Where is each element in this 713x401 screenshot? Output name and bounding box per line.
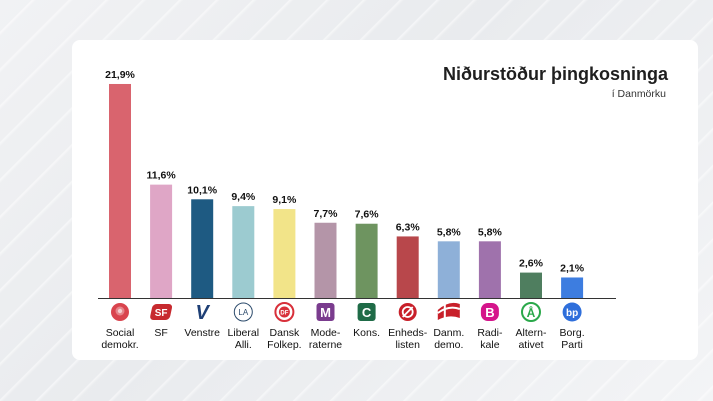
svg-text:M: M [320, 305, 331, 320]
danmarksdemokraterne-flag-icon [437, 302, 461, 320]
bar [150, 184, 173, 298]
chart-subtitle: í Danmörku [611, 88, 666, 100]
svg-text:bp: bp [566, 308, 578, 319]
bar [355, 223, 378, 298]
bar [273, 209, 296, 298]
bar [314, 222, 337, 298]
alternativet-aa-icon: Å [521, 302, 541, 322]
rose-icon [111, 303, 129, 321]
data-label: 9,4% [231, 191, 256, 203]
data-label: 2,1% [560, 262, 585, 274]
tick-label: Borg. Parti [560, 327, 585, 351]
svg-text:LA: LA [238, 308, 248, 317]
svg-text:B: B [485, 305, 494, 320]
data-label: 11,6% [146, 170, 176, 182]
borgernes-parti-bp-icon: bp [562, 302, 582, 322]
data-label: 10,1% [187, 184, 217, 196]
data-label: 9,1% [272, 194, 297, 206]
enhedslisten-o-icon [398, 303, 417, 321]
tick-label: Social demokr. [101, 327, 138, 351]
radikale-b-icon: B [480, 303, 499, 321]
bar [437, 241, 460, 298]
tick-label: Enheds-listen [388, 327, 428, 351]
tick-label: Dansk Folkep. [267, 327, 301, 351]
tick-label: Radi-kale [477, 327, 503, 351]
data-label: 21,9% [105, 69, 135, 81]
tick-label: SF [154, 327, 167, 339]
tick-label: Danm. demo. [433, 327, 464, 351]
tick-label: Venstre [184, 327, 220, 339]
data-label: 2,6% [519, 258, 544, 270]
data-label: 7,7% [314, 208, 339, 220]
tick-label: Kons. [353, 327, 380, 339]
svg-text:V: V [196, 302, 211, 324]
data-label: 5,8% [478, 226, 503, 238]
bar-chart: 21,9% Social demokr. 11,6% SF SF 10,1% V Venstre… [98, 69, 616, 351]
bar [191, 199, 214, 298]
svg-text:SF: SF [155, 308, 168, 319]
bar [478, 241, 501, 298]
svg-text:DF: DF [280, 311, 288, 317]
bar [520, 272, 542, 298]
venstre-v-icon: V [196, 302, 211, 324]
moderaterne-m-icon: M [316, 303, 335, 321]
chart-title: Niðurstöður þingkosninga [443, 64, 668, 84]
data-label: 6,3% [396, 221, 421, 233]
la-icon: LA [233, 302, 253, 322]
tick-label: Mode-raterne [309, 327, 342, 351]
tick-label: Altern-ativet [516, 327, 547, 351]
konservative-c-icon: C [357, 303, 376, 321]
svg-text:Å: Å [527, 305, 536, 320]
svg-text:C: C [362, 305, 372, 320]
bar [561, 277, 584, 298]
df-icon: DF [274, 302, 295, 322]
chart-card: 21,9% Social demokr. 11,6% SF SF 10,1% V Venstre… [72, 40, 698, 360]
bar [232, 206, 255, 298]
bar [396, 236, 419, 298]
tick-label: Liberal Alli. [228, 327, 260, 351]
bar [109, 83, 131, 299]
sf-icon: SF [150, 304, 173, 320]
data-label: 5,8% [437, 226, 462, 238]
data-label: 7,6% [355, 209, 380, 221]
